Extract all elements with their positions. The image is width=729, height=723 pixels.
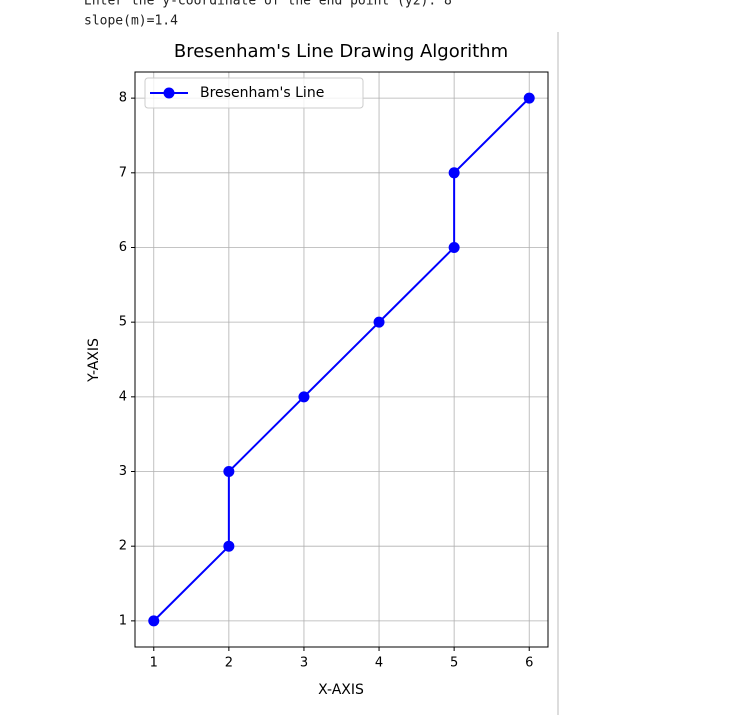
y-tick-label: 8 <box>119 91 127 106</box>
y-tick-label: 4 <box>119 389 127 404</box>
data-point <box>373 316 385 328</box>
x-tick-label: 2 <box>225 656 233 671</box>
y-tick-label: 6 <box>119 240 127 255</box>
data-point <box>223 466 235 478</box>
data-point <box>448 241 460 253</box>
y-tick-label: 1 <box>119 613 127 628</box>
data-point <box>148 615 160 627</box>
y-tick-label: 5 <box>119 315 127 330</box>
console-line: Enter the y-coordinate of the end point … <box>84 0 452 9</box>
x-tick-label: 4 <box>375 656 383 671</box>
x-tick-label: 1 <box>150 656 158 671</box>
data-point <box>448 167 460 179</box>
legend-box <box>144 77 364 109</box>
data-point <box>223 540 235 552</box>
x-tick-label: 3 <box>300 656 308 671</box>
legend-marker <box>163 87 175 99</box>
plot-frame <box>134 71 549 648</box>
x-tick-label: 5 <box>450 656 458 671</box>
y-tick-label: 7 <box>119 165 127 180</box>
x-axis-label: X-AXIS <box>318 682 364 698</box>
y-axis-label: Y-AXIS <box>86 338 102 383</box>
legend-label: Bresenham's Line <box>200 85 324 101</box>
data-point <box>523 92 535 104</box>
data-point <box>298 391 310 403</box>
data-line <box>153 97 530 622</box>
y-tick-label: 2 <box>119 539 127 554</box>
x-tick-label: 6 <box>525 656 533 671</box>
console-line: slope(m)=1.4 <box>84 14 178 29</box>
chart-title: Bresenham's Line Drawing Algorithm <box>174 41 508 62</box>
y-tick-label: 3 <box>119 464 127 479</box>
